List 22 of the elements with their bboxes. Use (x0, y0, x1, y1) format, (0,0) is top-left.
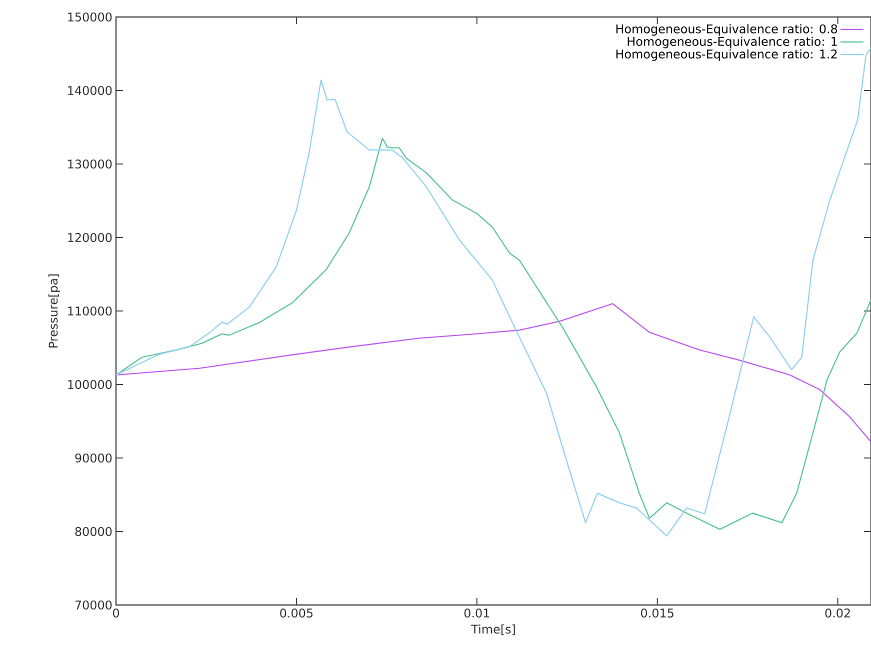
y-tick-label: 90000 (75, 453, 112, 463)
y-axis-title: Pressure[pa] (48, 274, 60, 348)
line-series (116, 47, 871, 537)
x-axis-title: Time[s] (471, 624, 515, 636)
y-tick-label: 80000 (75, 526, 112, 536)
x-tick-label: 0.01 (464, 608, 490, 618)
line-series (116, 303, 871, 442)
legend-label: Homogeneous-Equivalence ratio: 1.2 (616, 49, 837, 61)
y-tick-label: 140000 (68, 86, 112, 96)
legend-label: Homogeneous-Equivalence ratio: 1 (628, 36, 837, 48)
x-tick-label: 0 (112, 608, 120, 618)
y-tick-label: 110000 (68, 306, 112, 316)
legend-label: Homogeneous-Equivalence ratio: 0.8 (616, 24, 838, 36)
y-tick-label: 130000 (68, 159, 112, 169)
line-series (116, 138, 871, 530)
x-tick-label: 0.005 (280, 608, 313, 618)
y-tick-label: 150000 (68, 12, 112, 22)
x-tick-label: 0.015 (641, 608, 674, 618)
y-tick-label: 70000 (75, 600, 112, 610)
y-tick-label: 120000 (68, 232, 112, 242)
y-tick-label: 100000 (68, 380, 112, 390)
x-tick-label: 0.02 (825, 608, 850, 618)
